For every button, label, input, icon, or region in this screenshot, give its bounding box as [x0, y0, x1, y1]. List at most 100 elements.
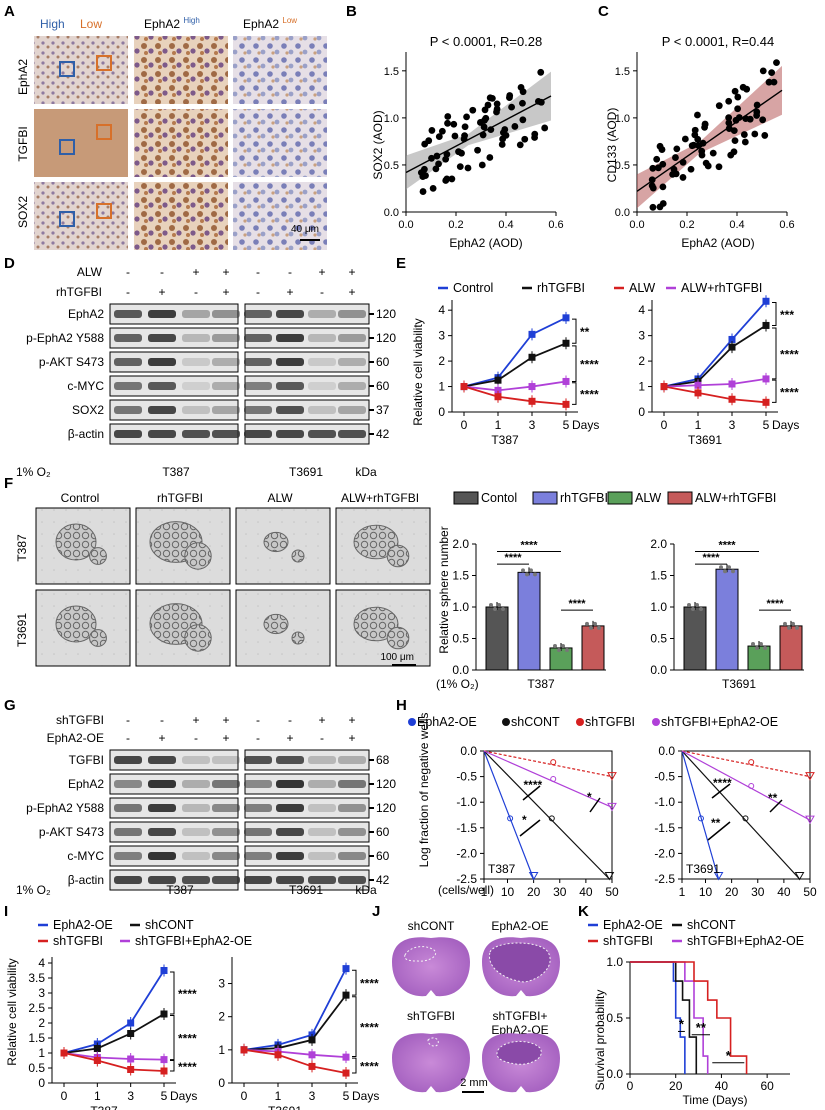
data-point: [740, 131, 748, 138]
data-point: [460, 135, 468, 143]
significance-label: ****: [580, 358, 599, 372]
data-point: [528, 353, 536, 361]
cell-line-label: T387: [166, 883, 194, 897]
protein-band: [148, 310, 176, 318]
x-tick-label: 20: [725, 885, 739, 899]
series-line: [663, 300, 767, 388]
data-point: [429, 184, 437, 192]
group-label: rhTGFBI: [157, 491, 203, 505]
data-point: [487, 126, 495, 134]
panel-letter: B: [346, 3, 357, 20]
sign-mark: +: [158, 285, 165, 299]
row-label: T3691: [15, 613, 29, 647]
panel-letter: J: [372, 903, 380, 920]
protein-band: [114, 358, 142, 366]
kda-label: 60: [376, 379, 390, 393]
y-tick-label: -2.5: [654, 872, 675, 886]
kda-label: 60: [376, 849, 390, 863]
replicate-dot: [557, 647, 561, 652]
x-tick-label: 0.2: [679, 219, 694, 231]
significance-bracket: [522, 785, 541, 801]
treatment-label-rhtgfbi: rhTGFBI: [56, 285, 102, 299]
series-line: [243, 968, 347, 1051]
y-tick-label: 2: [638, 354, 645, 368]
significance-label: ****: [178, 987, 197, 1001]
high-label: High: [40, 17, 65, 31]
data-point: [734, 105, 742, 113]
legend-swatch: [408, 718, 416, 726]
data-point: [428, 154, 435, 162]
data-point: [528, 397, 536, 405]
replicate-dot: [731, 569, 735, 574]
protein-band: [276, 804, 304, 812]
protein-band: [338, 876, 366, 884]
protein-band: [182, 780, 210, 788]
series-line: [243, 1048, 347, 1074]
ihc-overview-sox2: [34, 182, 128, 250]
significance-bracket: [772, 302, 777, 326]
data-point: [342, 1069, 350, 1077]
protein-band: [276, 756, 304, 764]
sphere: [291, 549, 305, 563]
replicate-dot: [493, 607, 497, 611]
x-tick-label: 50: [803, 885, 817, 899]
protein-band: [114, 876, 142, 884]
data-point: [508, 103, 515, 111]
panel-a: A High Low EphA2 High EphA2 Low EphA2 TG…: [4, 3, 327, 250]
protein-band: [114, 406, 142, 414]
data-point: [770, 78, 778, 86]
data-point: [695, 142, 702, 149]
panel-letter: A: [4, 3, 15, 20]
y-axis-label: Relative cell viability: [5, 958, 19, 1065]
protein-band: [114, 780, 142, 788]
days-label: Days: [572, 418, 599, 432]
protein-band: [182, 852, 210, 860]
series-line: [663, 324, 767, 388]
sign-mark: +: [348, 265, 355, 279]
legend-swatch: [502, 718, 510, 726]
legend-k: EphA2-OE shCONT shTGFBI shTGFBI+EphA2-OE: [588, 918, 804, 948]
group-label: Control: [61, 491, 100, 505]
data-point: [660, 383, 668, 391]
protein-band: [244, 382, 272, 390]
y-tick-label: 3: [638, 329, 645, 343]
significance-label: ****: [702, 552, 720, 564]
replicate-dot: [529, 568, 533, 573]
significance-bracket: [711, 783, 731, 799]
y-tick-label: 1.5: [28, 1031, 45, 1045]
significance-label: ****: [713, 776, 732, 790]
x-tick-label: 1: [679, 885, 686, 899]
protein-band: [308, 780, 336, 788]
brain-section-shtgfbi-epha2-oe: [482, 1033, 560, 1093]
x-tick-label: 1: [695, 418, 702, 432]
low-label: Low: [80, 17, 102, 31]
y-tick-label: 1.0: [606, 955, 623, 969]
fit-line: [483, 750, 610, 880]
protein-label: p-EphA2 Y588: [26, 801, 104, 815]
protein-band: [308, 852, 336, 860]
replicate-dot: [521, 568, 525, 573]
series-line: [63, 1052, 165, 1061]
data-point: [451, 132, 459, 140]
x-tick-label: 40: [579, 885, 593, 899]
limiting-dilution-chart: 1 10 20 30 40 500.0-0.5-1.0-1.5-2.0-2.5******…: [456, 744, 817, 899]
scatter-plot-c: 0.0 0.2 0.4 0.6 0.0 0.5 1.0 1.5: [615, 52, 795, 231]
replicate-dot: [719, 565, 723, 570]
y-tick-label: 2.0: [452, 537, 469, 551]
plot-frame: [483, 750, 613, 880]
survival-curve: [630, 961, 748, 1074]
protein-band: [338, 310, 366, 318]
data-point: [730, 148, 738, 156]
protein-band: [276, 876, 304, 884]
data-point: [725, 125, 733, 132]
data-point: [531, 130, 539, 138]
protein-band: [276, 828, 304, 836]
low-region-box: [96, 124, 112, 140]
data-point: [127, 1066, 135, 1073]
legend-label: EphA2-OE: [417, 715, 477, 729]
y-tick-label: 0.0: [606, 1067, 623, 1081]
y-tick-label: 0.0: [650, 663, 667, 677]
protein-label: TGFBI: [69, 753, 104, 767]
sphere: [184, 624, 212, 652]
y-tick-label: 0: [38, 1076, 45, 1090]
